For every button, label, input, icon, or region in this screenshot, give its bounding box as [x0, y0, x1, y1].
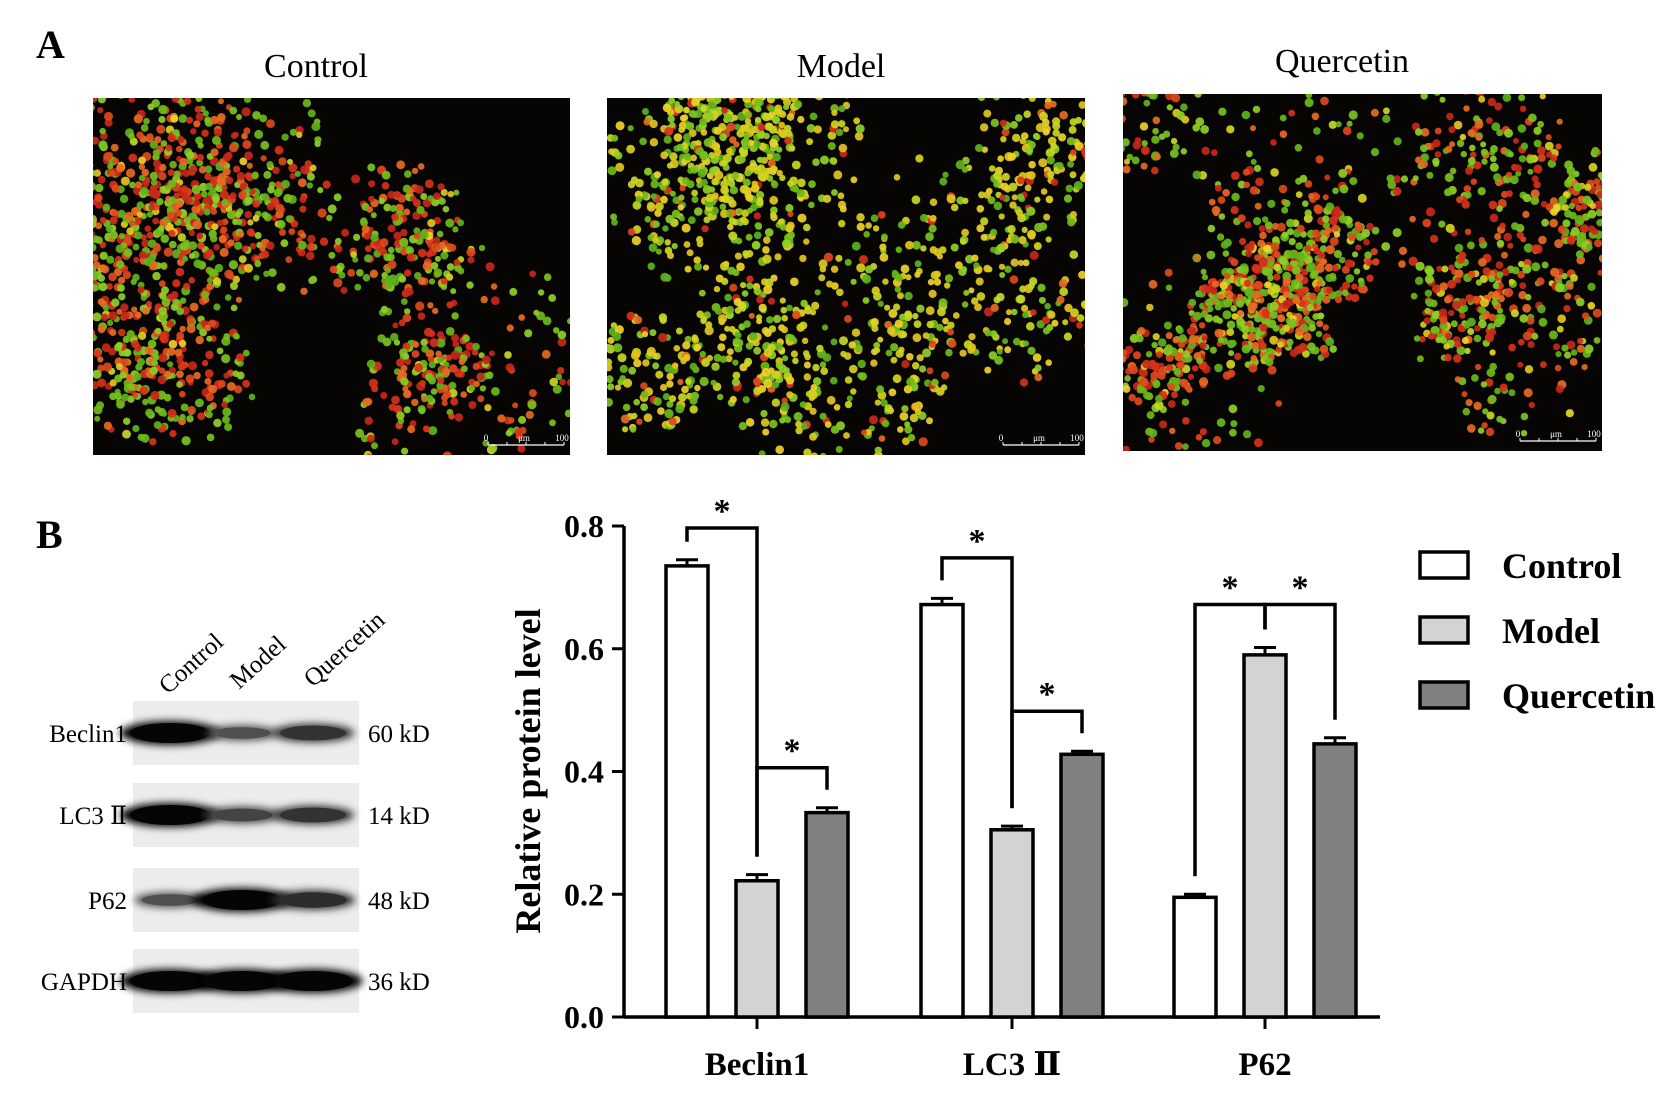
fluorescence-micrograph — [607, 98, 1085, 455]
scale-min: 0 — [484, 433, 489, 443]
blot-band-core — [211, 808, 273, 822]
legend-label: Model — [1502, 611, 1600, 651]
bar-control — [664, 564, 710, 1019]
panel-label-a: A — [36, 22, 65, 67]
significance-bracket — [1263, 602, 1337, 720]
blot-size-label: 48 kD — [368, 888, 430, 915]
legend-label: Control — [1502, 546, 1621, 586]
blot-band-core — [130, 805, 210, 825]
bar-model — [734, 878, 780, 1019]
micrograph-title: Quercetin — [1275, 43, 1409, 80]
y-tick-label: 0.0 — [564, 999, 604, 1035]
blot-band-core — [141, 894, 199, 906]
micrograph-title: Control — [264, 48, 368, 85]
micrograph-row: Control 0 μm 100 Model 0 μm 100 Quercetin 0 μm 100 — [93, 43, 1602, 455]
significance-bracket — [940, 556, 1014, 809]
blot-band-core — [213, 727, 271, 739]
significance-label: * — [1292, 570, 1309, 607]
bar-quercetin — [804, 810, 850, 1019]
x-tick-label: P62 — [1238, 1047, 1291, 1083]
significance-label: * — [969, 523, 986, 560]
scale-unit: μm — [1550, 429, 1562, 439]
blot-band-core — [280, 807, 346, 823]
fluorescence-micrograph — [93, 98, 570, 455]
significance-bracket — [1010, 709, 1084, 809]
y-tick-label: 0.8 — [564, 508, 604, 544]
y-tick-label: 0.6 — [564, 631, 604, 667]
scale-unit: μm — [1033, 433, 1045, 443]
blot-band-core — [273, 971, 353, 991]
scale-max: 100 — [1587, 429, 1601, 439]
bar-model — [1242, 653, 1288, 1019]
blot-band-core — [130, 971, 210, 991]
legend-label: Quercetin — [1502, 676, 1655, 716]
y-tick-label: 0.4 — [564, 754, 604, 790]
blot-band-core — [202, 890, 282, 910]
significance-label: * — [1222, 570, 1239, 607]
blot-lane-label: Control — [154, 628, 229, 699]
scale-min: 0 — [1516, 429, 1521, 439]
micrograph-title: Model — [797, 48, 886, 85]
blot-protein-label: Beclin1 — [49, 721, 127, 748]
blot-band-core — [279, 892, 347, 908]
scale-min: 0 — [999, 433, 1004, 443]
significance-bracket — [685, 526, 759, 857]
bar-quercetin — [1312, 742, 1358, 1019]
significance-label: * — [784, 733, 801, 770]
blot-band-core — [202, 971, 282, 991]
blot-lane-label: Quercetin — [299, 606, 391, 692]
blot-protein-label: LC3 Ⅱ — [59, 803, 127, 830]
bar-quercetin — [1059, 752, 1105, 1019]
blot-protein-label: P62 — [88, 888, 127, 915]
x-tick-label: Beclin1 — [705, 1047, 810, 1083]
scale-max: 100 — [555, 433, 569, 443]
x-tick-label: LC3 Ⅱ — [963, 1047, 1061, 1083]
significance-bracket — [755, 765, 829, 857]
bar-control — [1172, 895, 1218, 1019]
fluorescence-micrograph — [1123, 94, 1602, 451]
scale-unit: μm — [518, 433, 530, 443]
y-tick-label: 0.2 — [564, 876, 604, 912]
bar-model — [989, 828, 1035, 1019]
y-axis-label: Relative protein level — [508, 608, 548, 933]
blot-lane-label: Model — [225, 631, 292, 695]
blot-band-core — [130, 723, 210, 743]
chart-legend: Control Model Quercetin — [1418, 546, 1655, 716]
scale-max: 100 — [1070, 433, 1084, 443]
legend-swatch — [1418, 680, 1470, 710]
blot-size-label: 60 kD — [368, 721, 430, 748]
blot-size-label: 14 kD — [368, 803, 430, 830]
panel-label-b: B — [36, 512, 63, 557]
bar-control — [919, 602, 965, 1019]
blot-protein-label: GAPDH — [41, 969, 127, 996]
significance-label: * — [714, 493, 731, 530]
significance-label: * — [1039, 676, 1056, 713]
blot-size-label: 36 kD — [368, 969, 430, 996]
legend-swatch — [1418, 615, 1470, 645]
legend-swatch — [1418, 550, 1470, 580]
blot-band-core — [280, 725, 346, 741]
bar-chart: 0.0 0.2 0.4 0.6 0.8 Relative protein level Bec… — [508, 493, 1380, 1083]
